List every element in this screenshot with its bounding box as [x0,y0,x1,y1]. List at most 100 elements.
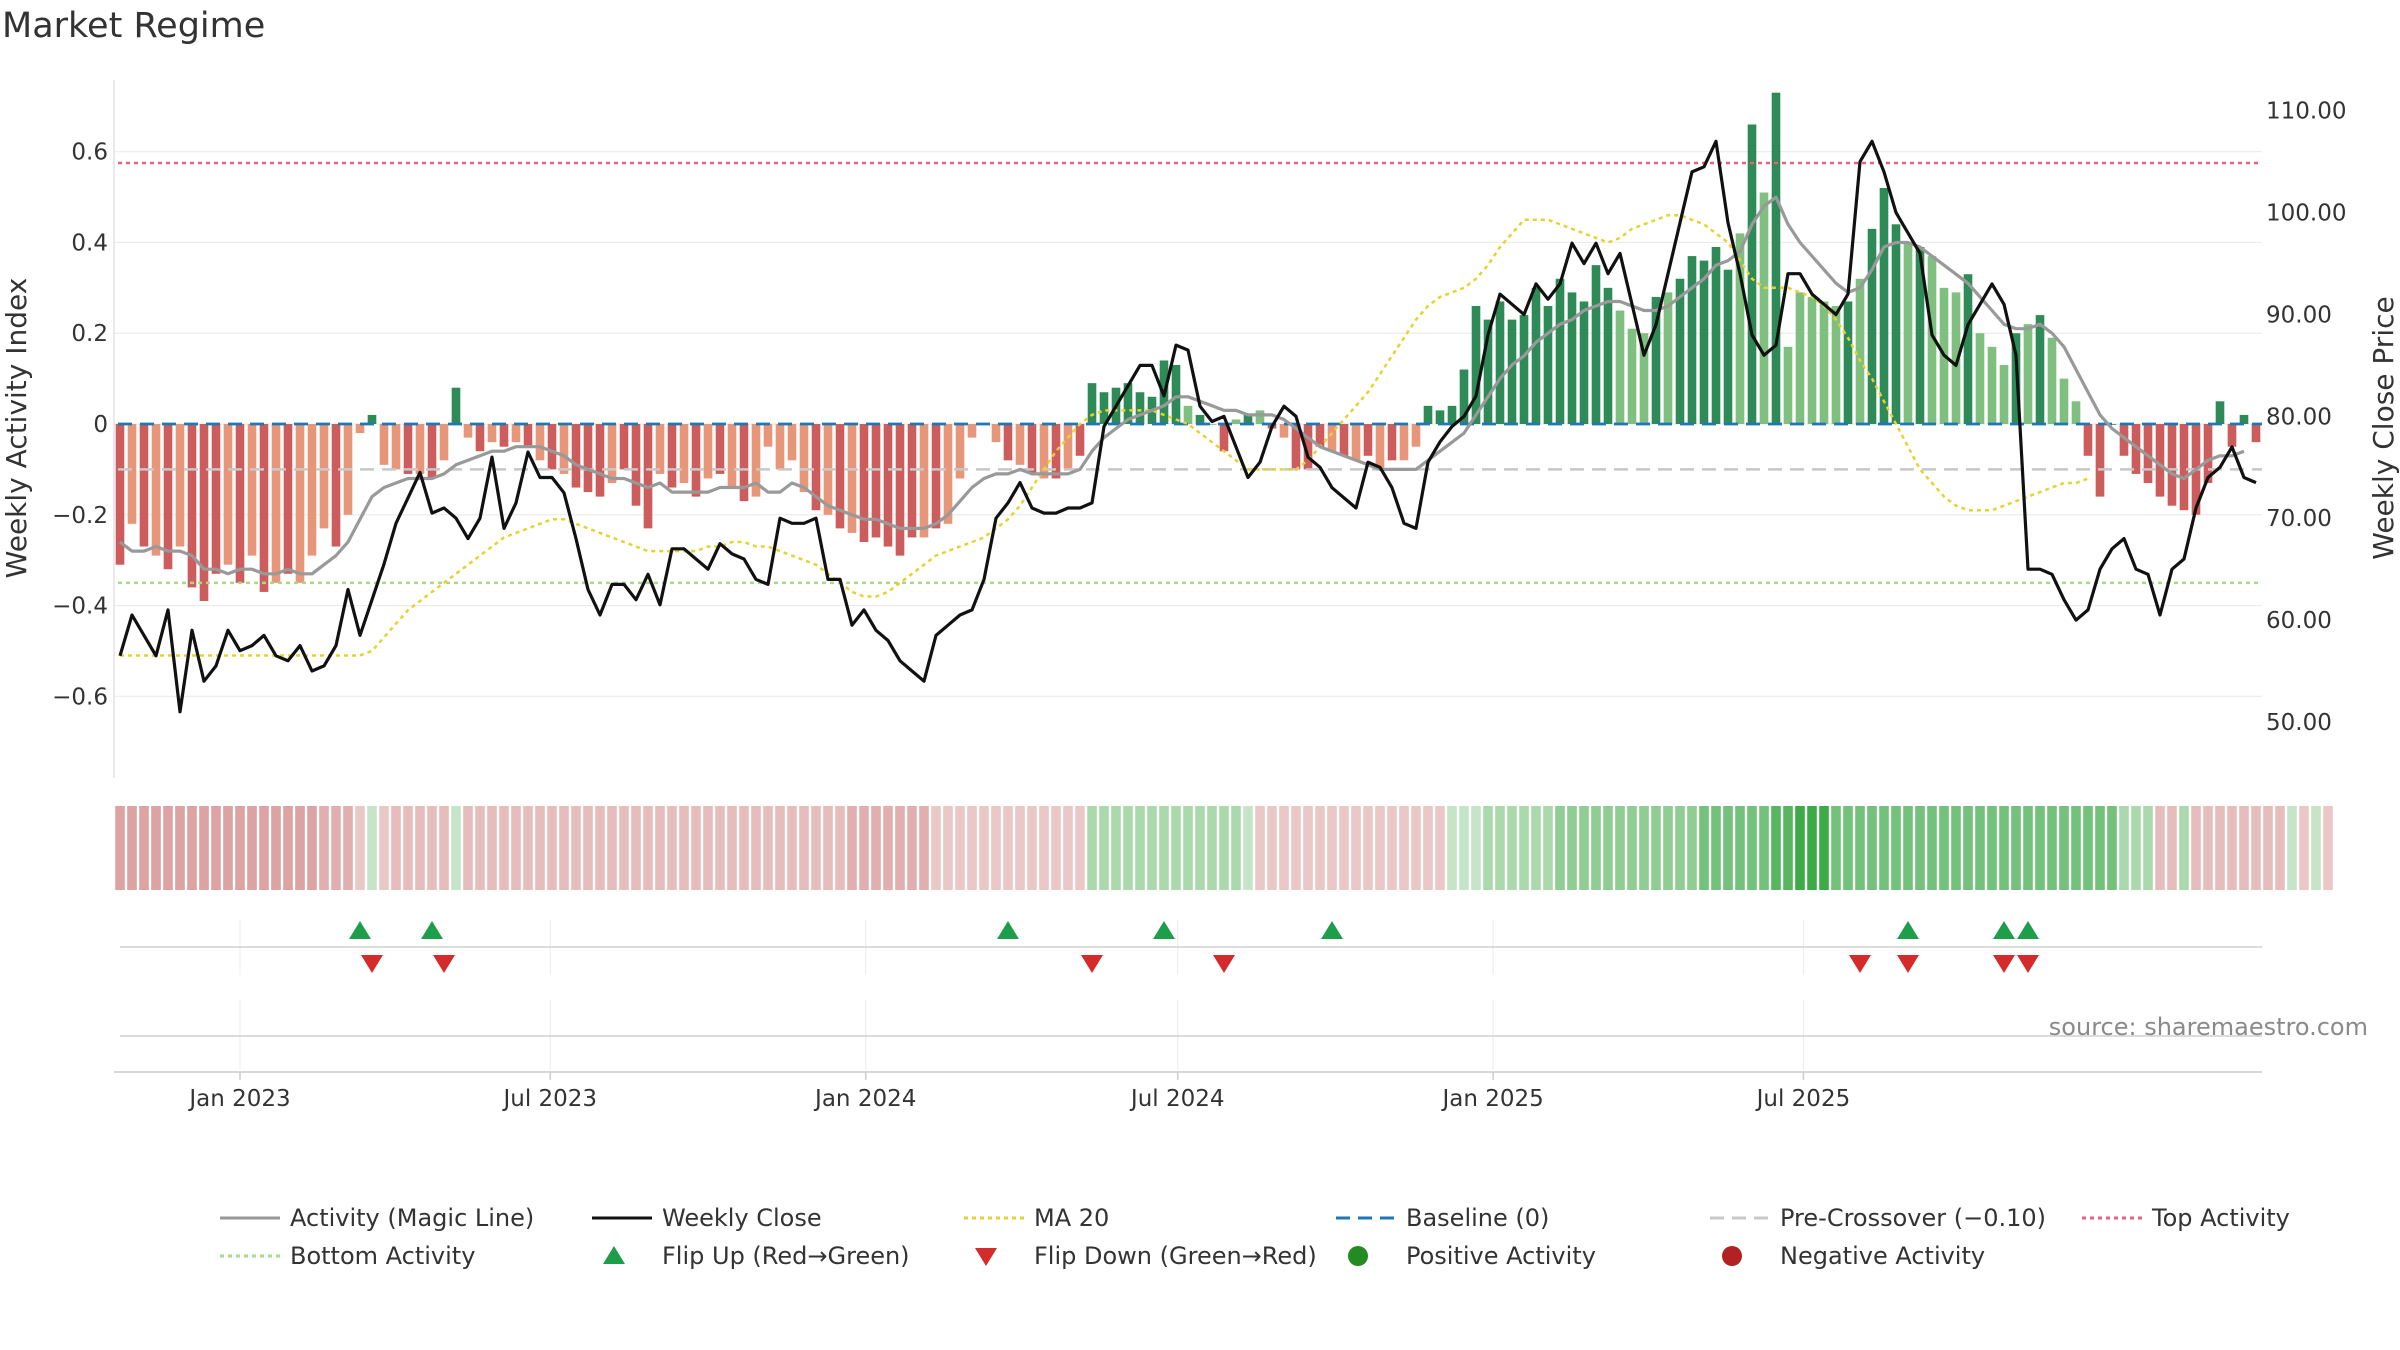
regime-strip-cell [655,806,665,890]
regime-strip-cell [1495,806,1505,890]
activity-bar [931,424,941,529]
regime-strip-cell [2179,806,2189,890]
regime-strip-cell [1159,806,1169,890]
regime-strip-cell [931,806,941,890]
regime-strip-cell [1267,806,1277,890]
activity-bar [883,424,893,547]
activity-bar [2167,424,2177,506]
regime-strip-cell [2239,806,2249,890]
activity-bar [871,424,881,538]
activity-bar [1495,301,1505,424]
activity-bar [1435,410,1445,424]
regime-strip-cell [1471,806,1481,890]
regime-strip-cell [1975,806,1985,890]
activity-bar [175,424,185,547]
x-tick-label: Jan 2025 [1440,1086,1543,1112]
regime-strip-cell [667,806,677,890]
activity-bar [655,424,665,474]
x-axis: Jan 2023 Jul 2023 Jan 2024 Jul 2024 Jan 2025… [114,1071,2262,1112]
regime-strip-cell [235,806,245,890]
legend-item: Negative Activity [1722,1242,1985,1270]
activity-bar [1411,424,1421,447]
regime-strip-cell [343,806,353,890]
y-right-tick-label: 100.00 [2266,201,2346,227]
regime-strip-cell [1603,806,1613,890]
activity-bar [715,424,725,474]
activity-bar [1891,224,1901,424]
regime-strip-cell [2263,806,2273,890]
activity-bar [127,424,137,524]
activity-bar [295,424,305,583]
regime-strip-cell [2059,806,2069,890]
regime-strip-cell [1735,806,1745,890]
activity-bar [307,424,317,556]
activity-bar [1711,247,1721,424]
activity-bar [859,424,869,542]
y-left-tick-label: 0.2 [71,321,108,347]
activity-bar [1231,419,1241,424]
legend-item: Top Activity [2082,1204,2290,1232]
activity-bar [1195,414,1205,424]
regime-strip-cell [1807,806,1817,890]
regime-strip-cell [1219,806,1229,890]
activity-bar [1003,424,1013,461]
activity-bar [583,424,593,493]
regime-strip-cell [2251,806,2261,890]
activity-bar [1039,424,1049,479]
regime-strip-cell [2191,806,2201,890]
regime-strip-cell [1243,806,1253,890]
regime-strip-cell [2287,806,2297,890]
regime-strip-cell [895,806,905,890]
activity-bar [643,424,653,529]
activity-bar [1483,319,1493,424]
y-right-tick-label: 80.00 [2266,404,2332,430]
flip-down-marker [1993,955,2015,973]
activity-bar [1927,256,1937,424]
activity-bar [1387,424,1397,461]
regime-strip-cell [2035,806,2045,890]
activity-bar [619,424,629,470]
regime-strip-cell [691,806,701,890]
regime-strip-cell [2023,806,2033,890]
regime-strip-cell [739,806,749,890]
activity-bar [439,424,449,461]
regime-strip-cell [1879,806,1889,890]
activity-bar [1591,265,1601,424]
regime-strip-cell [2011,806,2021,890]
y-left-tick-label: −0.4 [52,594,108,620]
activity-bar [247,424,257,556]
regime-strip-cell [907,806,917,890]
activity-bar [1555,278,1565,424]
activity-bar [1771,92,1781,424]
regime-strip-cell [475,806,485,890]
activity-bar [607,424,617,483]
x-tick-label: Jul 2024 [1129,1086,1225,1112]
activity-bar [2071,401,2081,424]
flip-markers [120,921,2262,1037]
activity-bar [427,424,437,479]
flip-down-marker [1849,955,1871,973]
activity-bar [1123,383,1133,424]
activity-bar [1519,315,1529,424]
activity-bar [211,424,221,574]
y-right-tick-label: 70.00 [2266,506,2332,532]
regime-strip-cell [1003,806,1013,890]
regime-strip-cell [547,806,557,890]
activity-bar [1531,287,1541,424]
legend-item: Positive Activity [1348,1242,1596,1270]
regime-strip-cell [295,806,305,890]
regime-strip-cell [643,806,653,890]
activity-bar [1087,383,1097,424]
regime-strip-cell [1579,806,1589,890]
regime-strip-cell [787,806,797,890]
activity-bar [1807,296,1817,424]
regime-strip-cell [1711,806,1721,890]
legend: Activity (Magic Line) Weekly Close MA 20 Ba… [220,1204,2290,1270]
regime-strip-cell [1351,806,1361,890]
regime-strip-cell [307,806,317,890]
regime-strip-cell [271,806,281,890]
regime-strip-cell [1699,806,1709,890]
activity-bar [1459,369,1469,424]
regime-strip-cell [2047,806,2057,890]
flip-up-marker [1153,921,1175,939]
